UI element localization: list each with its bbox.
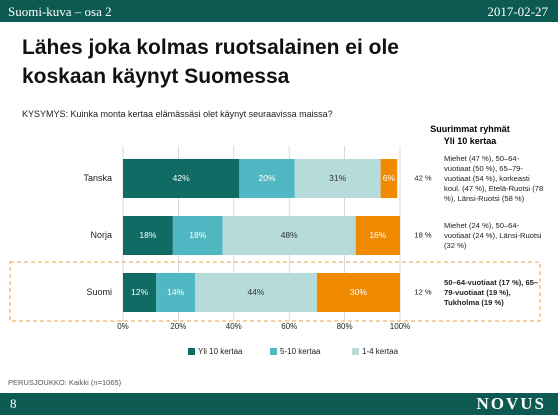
side-subtitle: Yli 10 kertaa [443, 136, 497, 146]
bar-segment [195, 273, 317, 312]
bar-segment [239, 159, 295, 198]
bar-segment [123, 159, 240, 198]
side-header: Suurimmat ryhmät Yli 10 kertaa [415, 123, 525, 147]
x-tick-label: 100% [390, 322, 410, 331]
bar-segment [156, 273, 196, 312]
question: KYSYMYS: Kuinka monta kertaa elämässäsi … [22, 109, 333, 119]
legend-swatch [352, 348, 359, 355]
bar-segment [294, 159, 381, 198]
side-note: 50–64-vuotiaat (17 %), 65–79-vuotiaat (1… [444, 277, 539, 307]
side-value: 12 % [414, 288, 432, 297]
chart-title: Lähes joka kolmas ruotsalainen ei ole ko… [22, 36, 399, 88]
value-label: 18% [139, 230, 156, 240]
value-label: 16% [369, 230, 386, 240]
bar-segment [172, 216, 223, 255]
header-bar [0, 0, 558, 22]
value-label: 48% [281, 230, 298, 240]
legend-swatch [188, 348, 195, 355]
legend-swatch [270, 348, 277, 355]
bar-segment [380, 159, 398, 198]
chart: 0% 20% 40% 60% 80% 100% Tanska 42% 20% 31% 6% 42 % N… [9, 146, 541, 356]
side-title: Suurimmat ryhmät [430, 124, 510, 134]
value-label: 12% [131, 287, 148, 297]
bar-segment [123, 216, 173, 255]
side-note: Miehet (47 %), 50–64-vuotiaat (50 %), 65… [444, 153, 544, 203]
highlight-box [9, 261, 541, 322]
category-label: Norja [90, 230, 112, 240]
logo: NOVUS [476, 394, 546, 413]
bar-segment [123, 273, 157, 312]
bar-segment [355, 216, 400, 255]
category-label: Tanska [83, 173, 112, 183]
footnote: PERUSJOUKKO: Kaikki (n=1065) [8, 378, 122, 387]
value-label: 42% [173, 173, 190, 183]
x-tick-label: 20% [170, 322, 186, 331]
header-left: Suomi-kuva – osa 2 [8, 4, 112, 19]
x-tick-label: 60% [281, 322, 297, 331]
x-tick-label: 40% [226, 322, 242, 331]
header-date: 2017-02-27 [487, 4, 548, 19]
legend-label: 5-10 kertaa [280, 347, 321, 356]
value-label: 31% [329, 173, 346, 183]
value-label: 44% [247, 287, 264, 297]
page-number: 8 [10, 396, 17, 411]
side-value: 18 % [414, 231, 432, 240]
value-label: 30% [350, 287, 367, 297]
value-label: 14% [167, 287, 184, 297]
side-value: 42 % [414, 174, 432, 183]
footer-bar [0, 393, 558, 415]
bar-segment [222, 216, 356, 255]
legend-label: Yli 10 kertaa [198, 347, 243, 356]
value-label: 6% [383, 173, 396, 183]
value-label: 18% [189, 230, 206, 240]
side-note: Miehet (24 %), 50–64-vuotiaat (24 %), Lä… [444, 220, 542, 250]
category-label: Suomi [86, 287, 112, 297]
legend-label: 1-4 kertaa [362, 347, 399, 356]
bar-segment [316, 273, 400, 312]
x-tick-label: 0% [117, 322, 129, 331]
x-tick-label: 80% [337, 322, 353, 331]
value-label: 20% [259, 173, 276, 183]
